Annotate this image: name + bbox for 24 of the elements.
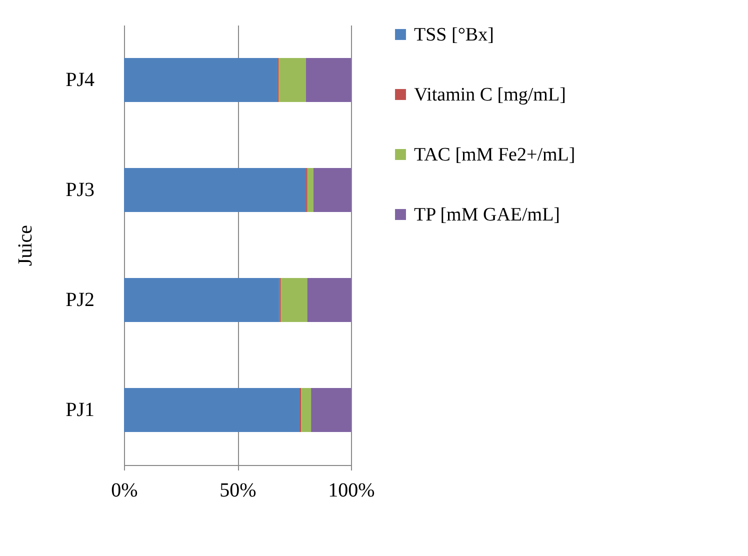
bar bbox=[124, 278, 280, 322]
y-axis-title: Juice bbox=[14, 224, 37, 266]
x-tick-label: 0% bbox=[111, 480, 138, 502]
bar bbox=[280, 278, 308, 322]
legend-label: TSS [°Bx] bbox=[414, 24, 494, 46]
bar bbox=[311, 388, 351, 432]
x-tick-label: 50% bbox=[220, 480, 256, 502]
bar bbox=[124, 388, 300, 432]
bar bbox=[313, 168, 351, 212]
bar bbox=[124, 58, 278, 102]
bar bbox=[278, 58, 306, 102]
bar bbox=[301, 388, 312, 432]
bar bbox=[306, 58, 351, 102]
y-tick-label: PJ2 bbox=[66, 289, 94, 311]
y-tick-label: PJ3 bbox=[66, 179, 94, 201]
bar bbox=[124, 168, 306, 212]
bar bbox=[307, 168, 314, 212]
legend-label: TP [mM GAE/mL] bbox=[414, 204, 560, 226]
y-tick-label: PJ4 bbox=[66, 69, 94, 91]
bar bbox=[307, 278, 351, 322]
legend-label: Vitamin C [mg/mL] bbox=[414, 84, 566, 106]
x-tick-label: 100% bbox=[328, 480, 375, 502]
legend-label: TAC [mM Fe2+/mL] bbox=[414, 144, 576, 166]
y-tick-label: PJ1 bbox=[66, 399, 94, 421]
